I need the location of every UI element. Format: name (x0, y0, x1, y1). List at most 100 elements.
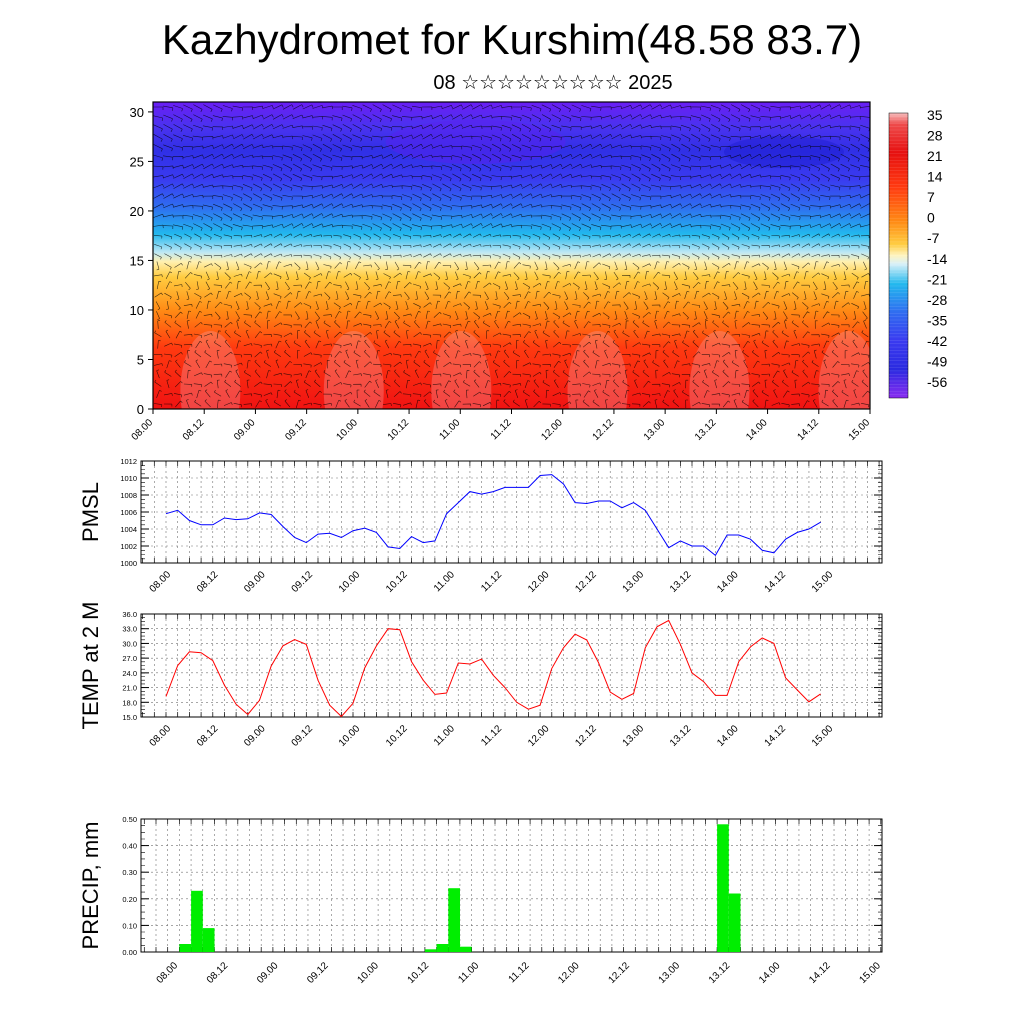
precip-x-tick-label: 15.00 (857, 960, 883, 986)
heatmap-x-tick-label: 10.12 (386, 417, 412, 443)
precip-x-tick-label: 10.00 (355, 960, 381, 986)
precip-x-tick-label: 08.00 (155, 960, 181, 986)
pmsl-x-tick-label: 08.00 (148, 569, 174, 595)
temperature-panel: 15.0 18.0 21.0 24.0 27.0 30.0 33.0 36.0 08.00 08.… (78, 602, 883, 749)
heatmap-x-tick-label: 14.12 (795, 417, 821, 443)
temp-y-tick-label: 33.0 (122, 625, 137, 634)
precip-x-tick-label: 12.12 (606, 960, 632, 986)
heatmap-structure (180, 120, 870, 409)
precip-y-axis-title: PRECIP, mm (78, 822, 103, 950)
precip-x-tick-label: 14.00 (757, 960, 783, 986)
temp-y-tick-label: 18.0 (122, 698, 137, 707)
heatmap-x-tick-label: 12.00 (539, 417, 565, 443)
temp-x-tick-label: 09.12 (290, 723, 316, 749)
warm-plume-4 (689, 331, 750, 409)
precip-bar (424, 949, 437, 952)
heatmap-x-tick-label: 09.00 (232, 417, 258, 443)
colorbar-label: -56 (927, 374, 947, 390)
temp-x-tick-label: 11.12 (479, 723, 504, 748)
precip-bar (191, 890, 203, 952)
precip-minor-ticks (141, 825, 882, 946)
temp-grid (141, 614, 882, 717)
precip-y-tick-label: 0.00 (122, 948, 137, 957)
precip-bar (179, 944, 192, 952)
pmsl-y-tick-label: 1004 (120, 525, 137, 534)
colorbar-label: 7 (927, 189, 935, 205)
warm-plume-2 (431, 331, 492, 409)
pmsl-series-line (165, 474, 821, 557)
cold-core-left (385, 120, 566, 164)
colorbar-label: -42 (927, 333, 947, 349)
heatmap-y-tick-label: 15 (130, 253, 144, 268)
chart-subtitle: 08 ☆☆☆☆☆☆☆☆☆ 2025 (433, 72, 673, 94)
precip-grid (141, 819, 882, 952)
temp-y-tick-label: 30.0 (122, 639, 137, 648)
precip-x-tick-label: 13.00 (657, 960, 683, 986)
warm-plume-5 (818, 331, 870, 409)
heatmap-x-tick-label: 12.12 (591, 417, 617, 443)
pmsl-x-tick-label: 14.12 (763, 569, 789, 595)
heatmap-x-tick-label: 08.12 (181, 417, 207, 443)
heatmap-y-tick-label: 5 (137, 352, 144, 367)
wind-vector-overlay (153, 104, 870, 409)
temp-y-tick-label: 15.0 (122, 713, 137, 722)
heatmap-x-tick-label: 13.00 (642, 417, 668, 443)
temp-y-tick-label: 21.0 (122, 684, 137, 693)
pmsl-grid (141, 461, 882, 563)
heatmap-y-tick-label: 10 (130, 303, 144, 318)
precip-y-tick-label: 0.40 (122, 842, 137, 851)
pmsl-x-tick-label: 11.00 (432, 569, 457, 594)
precip-bar (202, 928, 215, 952)
heatmap-y-tick-label: 30 (130, 105, 144, 120)
precipitation-panel: 0.00 0.10 0.20 0.30 0.40 0.50 08.00 08.12 09.00 0… (78, 815, 883, 986)
colorbar-label: 0 (927, 210, 935, 226)
heatmap-x-tick-label: 10.00 (335, 417, 361, 443)
pmsl-y-tick-label: 1006 (120, 508, 137, 517)
pmsl-y-tick-label: 1010 (120, 474, 137, 483)
pmsl-y-tick-label: 1000 (120, 559, 137, 568)
precip-bar (459, 946, 472, 952)
colorbar-label: -14 (927, 251, 947, 267)
precip-bar (728, 893, 741, 952)
precip-background (141, 819, 882, 952)
precip-x-tick-label: 09.12 (305, 960, 331, 986)
precip-x-tick-label: 11.12 (507, 960, 532, 985)
temp-x-tick-label: 13.12 (668, 723, 694, 749)
temp-x-tick-label: 10.00 (337, 723, 363, 749)
colorbar-label: 21 (927, 148, 943, 164)
heatmap-y-tick-label: 20 (130, 204, 144, 219)
warm-plume-1 (323, 331, 384, 409)
pmsl-x-tick-label: 12.12 (573, 569, 599, 595)
chart-title: Kazhydromet for Kurshim(48.58 83.7) (161, 16, 863, 63)
temp-x-tick-label: 08.12 (195, 723, 221, 749)
pmsl-panel: 1000 1002 1004 1006 1008 1010 1012 08.00 08.12 09… (78, 457, 883, 595)
pmsl-x-tick-label: 08.12 (195, 569, 221, 595)
pmsl-x-tick-label: 14.00 (715, 569, 741, 595)
wind-vectors (153, 104, 870, 409)
colorbar-label: 35 (927, 107, 943, 123)
heatmap-x-tick-label: 08.00 (130, 417, 156, 443)
precip-y-tick-label: 0.50 (122, 815, 137, 824)
temp-background (141, 614, 882, 717)
pmsl-minor-ticks (141, 465, 882, 560)
temperature-height-heatmap: 0 5 10 15 20 25 30 08.00 08.12 09.00 09.12 10.00 10.… (130, 101, 872, 443)
temp-series-line (165, 619, 821, 718)
heatmap-x-tick-label: 13.12 (693, 417, 719, 443)
precip-bar (436, 944, 449, 952)
heatmap-x-tick-label: 11.12 (489, 417, 514, 442)
precip-bar (717, 824, 729, 952)
pmsl-x-tick-label: 10.12 (384, 569, 410, 595)
colorbar-label: -21 (927, 271, 947, 287)
colorbar-label: -49 (927, 353, 947, 369)
pmsl-x-tick-label: 13.12 (668, 569, 694, 595)
heatmap-y-tick-label: 25 (130, 154, 144, 169)
colorbar-ramp (888, 112, 909, 399)
precip-y-tick-label: 0.30 (122, 868, 137, 877)
precip-y-tick-label: 0.10 (122, 921, 137, 930)
pmsl-y-axis-title: PMSL (78, 482, 103, 542)
temp-x-tick-label: 11.00 (432, 723, 457, 748)
temp-x-tick-label: 09.00 (242, 723, 268, 749)
colorbar-label: 14 (927, 169, 943, 185)
warm-plume-0 (180, 331, 241, 409)
